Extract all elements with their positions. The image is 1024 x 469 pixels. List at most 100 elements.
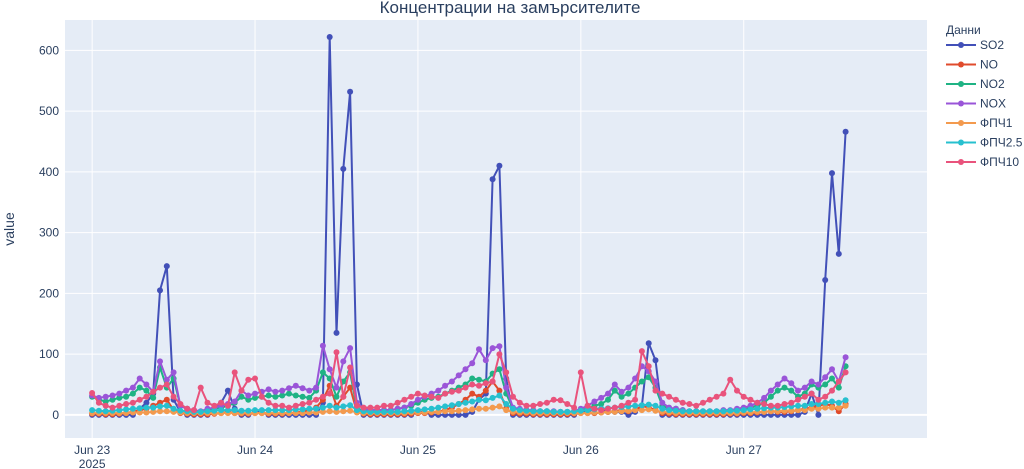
data-point [767,393,774,400]
data-point [503,401,510,407]
data-point [611,408,618,415]
data-point [157,358,163,365]
series-line [92,404,846,415]
data-point [333,384,340,391]
data-point [89,390,96,396]
data-point [564,408,571,415]
data-point [218,407,225,414]
data-point [686,401,693,407]
data-point [605,390,611,397]
series-line [92,394,846,413]
legend-item[interactable]: NOX [946,97,1006,111]
data-point [720,390,727,397]
data-point [550,396,557,403]
data-point [421,406,428,413]
data-point [659,390,666,397]
data-point [611,381,618,388]
data-point [652,357,659,364]
data-point [333,408,340,415]
data-point [638,402,645,409]
data-point [129,384,136,391]
data-point [245,407,252,414]
data-point [842,397,849,404]
data-point [299,406,306,413]
data-point [347,364,354,371]
legend-item[interactable]: ФПЧ2.5 [946,136,1023,150]
data-point [679,399,686,406]
data-point [414,390,421,397]
data-point [292,392,299,399]
data-point [815,396,822,403]
data-point [279,402,286,409]
data-point [523,407,530,414]
data-point [734,407,740,414]
data-point [829,404,835,411]
data-point [618,393,625,400]
data-point [835,384,842,391]
data-point [557,408,564,415]
data-point [788,387,795,394]
data-point [652,402,659,409]
data-point [795,411,801,418]
data-point [700,399,706,406]
data-point [129,405,136,412]
data-point [734,387,740,394]
legend-item[interactable]: SO2 [946,38,1004,52]
data-point [632,407,639,414]
data-point [795,396,801,403]
data-point [367,408,374,415]
data-point [496,162,503,169]
data-point [163,402,170,409]
data-point [306,394,313,401]
data-point [815,401,822,407]
data-point [747,396,754,403]
data-point [625,399,632,406]
data-point [801,393,808,400]
data-point [618,402,625,409]
data-point [286,390,292,397]
data-point [577,407,584,414]
y-tick-label: 600 [39,43,59,57]
data-point [808,390,815,397]
data-point [252,375,258,382]
x-tick-label: Jun 27 [726,443,762,457]
data-point [740,393,747,400]
legend-label: NOX [980,97,1006,111]
legend-item[interactable]: NO2 [946,77,1005,91]
data-point [469,398,476,405]
data-point [157,408,163,415]
data-point [109,396,116,403]
data-point [428,393,435,400]
data-point [292,402,299,409]
data-point [374,404,381,411]
data-point [516,399,523,406]
data-point [340,165,347,172]
data-point [476,382,482,389]
data-point [767,387,774,394]
plot-area [65,20,927,438]
data-point [272,407,279,414]
data-point [462,411,469,418]
data-point [272,393,279,400]
data-point [157,384,163,391]
legend-item[interactable]: ФПЧ10 [946,155,1019,169]
data-point [740,407,747,414]
x-tick-label: Jun 24 [237,443,273,457]
data-point [611,404,618,411]
data-point [129,399,136,406]
data-point [360,404,367,411]
data-point [116,390,123,397]
legend-item[interactable]: NO [946,58,998,72]
data-point [530,402,537,409]
data-point [537,401,544,407]
data-point [347,407,354,414]
data-point [822,277,829,283]
legend-swatch-marker [958,100,964,107]
data-point [326,402,333,409]
legend-swatch-marker [958,42,964,48]
data-point [333,329,340,336]
data-point [618,388,625,395]
data-point [143,404,150,411]
legend-item[interactable]: ФПЧ1 [946,116,1013,130]
